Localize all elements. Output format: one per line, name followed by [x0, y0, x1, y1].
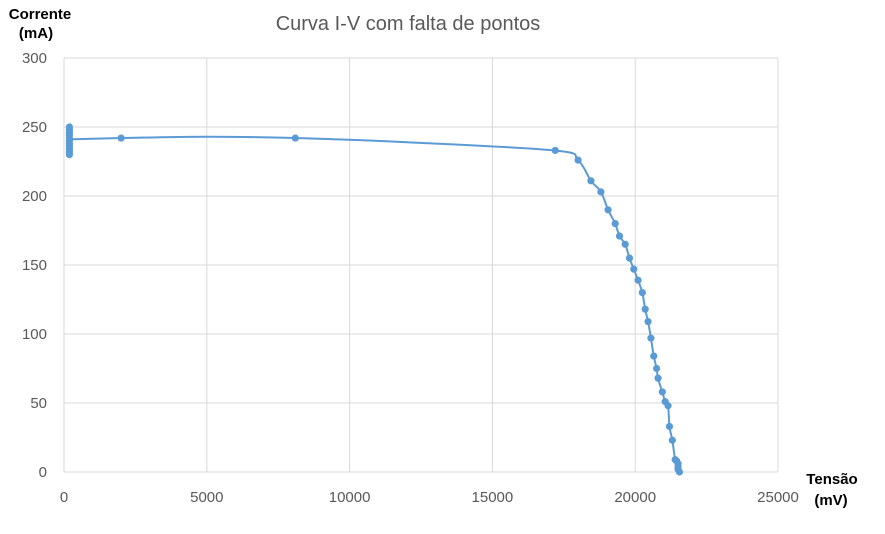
- data-point: [665, 422, 674, 431]
- tick-labels: 0 50 100 150 200 250 300 0 5000 10000 15000 20000 25…: [22, 50, 799, 506]
- data-point: [638, 289, 646, 297]
- data-point: [630, 265, 638, 273]
- data-point: [65, 151, 74, 159]
- data-point: [587, 177, 595, 185]
- data-point: [641, 305, 649, 313]
- data-point: [653, 364, 661, 373]
- series-line: [69, 135, 681, 473]
- data-point: [574, 156, 582, 164]
- x-axis-title-line1: Tensão: [806, 471, 857, 488]
- x-tick-label: 10000: [329, 489, 371, 506]
- y-axis-title-line1: Corrente: [9, 6, 72, 23]
- x-axis-title-line2: (mV): [814, 492, 847, 509]
- data-point: [611, 220, 619, 228]
- chart-title: Curva I-V com falta de pontos: [276, 13, 541, 35]
- data-point: [615, 232, 624, 240]
- data-point: [634, 276, 642, 284]
- data-point: [654, 374, 662, 382]
- data-point: [597, 188, 605, 196]
- data-point: [675, 468, 684, 476]
- data-point: [291, 134, 299, 142]
- data-point: [658, 388, 666, 396]
- x-tick-label: 25000: [757, 489, 799, 506]
- data-point: [625, 254, 634, 262]
- x-tick-label: 0: [60, 489, 68, 506]
- series-curve: [65, 123, 684, 476]
- y-tick-label: 150: [22, 257, 47, 274]
- y-tick-label: 200: [22, 188, 47, 205]
- x-tick-label: 20000: [614, 489, 656, 506]
- data-point: [668, 436, 676, 444]
- y-tick-label: 0: [39, 464, 47, 481]
- x-tick-label: 5000: [190, 489, 223, 506]
- y-tick-label: 100: [22, 326, 47, 343]
- data-point: [621, 240, 629, 248]
- y-axis-title-line2: (mA): [19, 25, 53, 42]
- data-point: [551, 146, 559, 155]
- data-point: [650, 352, 658, 360]
- data-point: [117, 134, 125, 142]
- gridlines: [63, 57, 779, 473]
- x-tick-label: 15000: [472, 489, 514, 506]
- data-point: [644, 317, 652, 326]
- y-tick-label: 50: [30, 395, 47, 412]
- data-point: [604, 206, 612, 214]
- data-point: [664, 402, 672, 410]
- data-point: [647, 334, 655, 342]
- y-tick-label: 300: [22, 50, 47, 67]
- y-tick-label: 250: [22, 119, 47, 136]
